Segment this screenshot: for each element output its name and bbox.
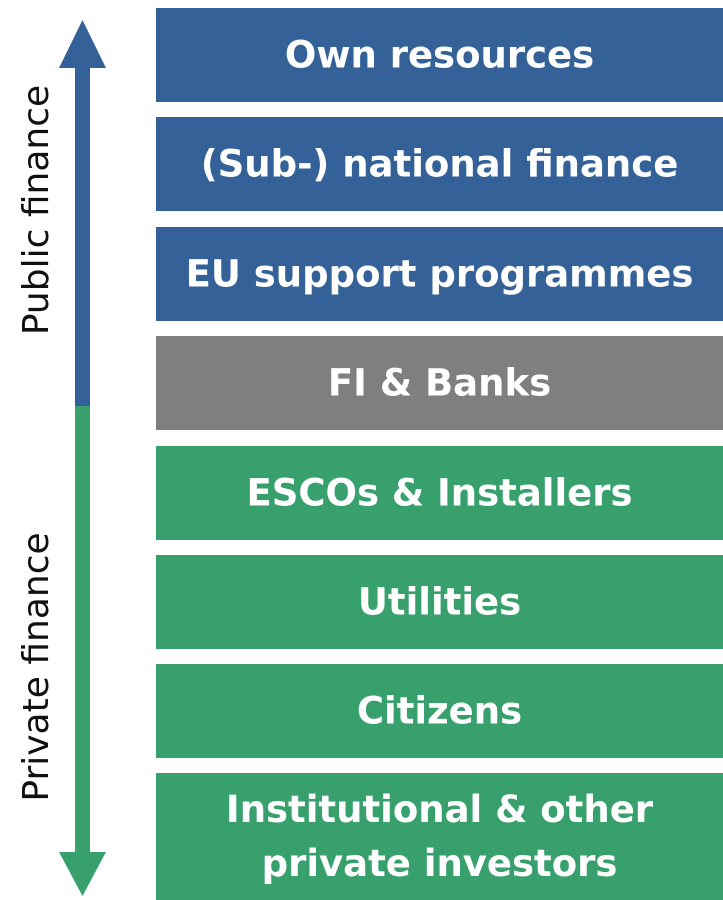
private-arrow-shaft — [75, 406, 90, 856]
box — [156, 8, 723, 102]
box-label: FI & Banks — [328, 362, 551, 405]
box — [156, 555, 723, 649]
box-label: Citizens — [357, 690, 522, 733]
public-label: Public finance — [16, 85, 57, 335]
box-label: EU support programmes — [186, 253, 694, 296]
public-arrow-head — [59, 20, 106, 68]
box — [156, 773, 723, 900]
box — [156, 446, 723, 540]
box-label: Utilities — [358, 581, 521, 624]
box — [156, 336, 723, 430]
box-label: private investors — [262, 842, 618, 885]
box-label: (Sub-) national finance — [201, 143, 679, 186]
private-arrow-head — [59, 852, 106, 896]
box — [156, 227, 723, 321]
box-label: Own resources — [285, 34, 594, 77]
public-arrow-shaft — [75, 60, 90, 406]
box — [156, 117, 723, 211]
private-label: Private finance — [16, 532, 57, 801]
boxes: Own resources (Sub-) national finance EU s… — [156, 8, 723, 900]
box-label: ESCOs & Installers — [246, 472, 632, 515]
box-label: Institutional & other — [226, 788, 654, 831]
box — [156, 664, 723, 758]
